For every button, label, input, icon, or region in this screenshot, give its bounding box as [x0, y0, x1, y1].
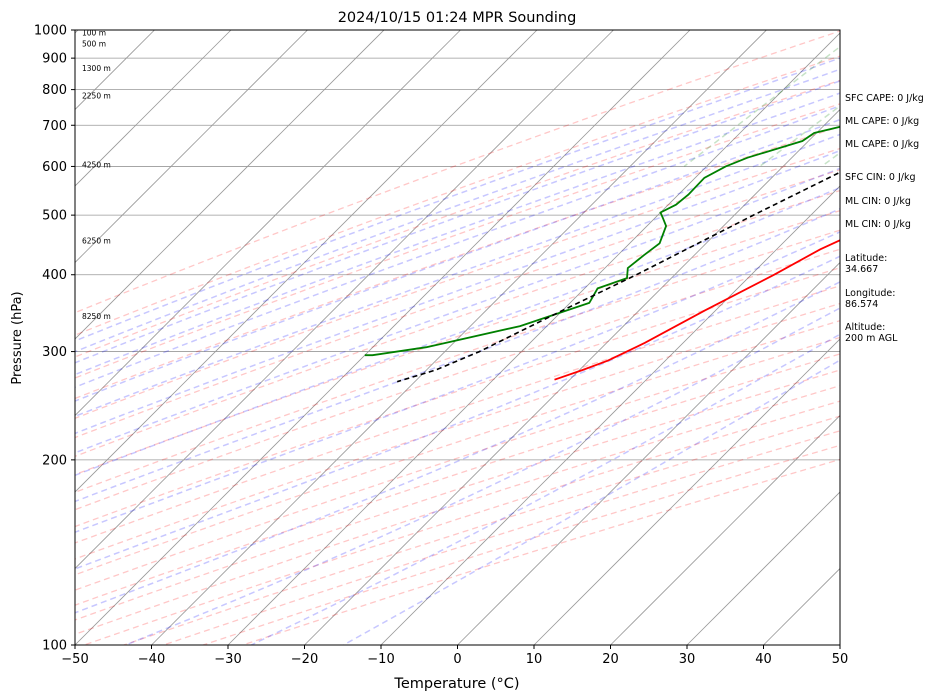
dry-adiabat-line: [75, 125, 840, 400]
x-tick-label: −10: [367, 652, 394, 667]
x-tick-label: −40: [138, 652, 165, 667]
moist-adiabat-line: [75, 208, 840, 503]
mixing-ratio-line: [759, 104, 840, 167]
isotherm-line: [686, 491, 840, 645]
x-tick-label: 20: [602, 652, 619, 667]
y-tick-label: 1000: [34, 24, 67, 39]
isotherm-line: [457, 261, 840, 645]
y-tick-label: 300: [42, 345, 67, 360]
isotherm-line: [75, 30, 691, 645]
y-tick-label: 700: [42, 119, 67, 134]
ml-cin-label: ML CIN: 0 J/kg: [845, 196, 911, 207]
y-tick-label: 800: [42, 83, 67, 98]
moist-adiabat-line: [125, 307, 840, 645]
moist-adiabat-line: [75, 105, 840, 389]
latitude-label: Latitude: 34.667: [845, 253, 888, 275]
isotherm-line: [75, 30, 232, 187]
y-tick-label: 400: [42, 268, 67, 283]
dry-adiabat-line: [75, 248, 840, 511]
dry-adiabat-line: [75, 79, 840, 358]
moist-adiabat-line: [75, 80, 840, 364]
y-tick-label: 100: [42, 639, 67, 654]
dry-adiabat-line: [75, 55, 840, 336]
isotherm-line: [610, 414, 840, 645]
moist-adiabat-line: [75, 149, 840, 435]
moist-adiabat-line: [250, 333, 840, 645]
isotherm-line: [75, 30, 308, 264]
dry-adiabat-line: [75, 103, 840, 379]
x-axis-label: Temperature (°C): [393, 676, 519, 692]
sfc-cin-label: SFC CIN: 0 J/kg: [845, 172, 916, 183]
moist-adiabat-line: [75, 92, 840, 376]
temperature-profile-line: [554, 239, 840, 381]
isotherm-line: [151, 30, 767, 645]
dry-adiabat-line: [75, 319, 840, 576]
y-axis-label: Pressure (hPa): [10, 291, 25, 384]
x-tick-label: −20: [291, 652, 318, 667]
moist-adiabat-line: [75, 57, 840, 342]
isotherm-line: [380, 185, 840, 645]
height-label: 4250 m: [82, 161, 111, 170]
dry-adiabat-line: [75, 147, 840, 420]
moist-adiabat-line: [75, 133, 840, 418]
x-tick-label: 50: [832, 652, 849, 667]
isotherm-line: [75, 30, 385, 340]
dry-adiabat-line: [75, 285, 840, 544]
x-tick-label: −30: [214, 652, 241, 667]
mixing-ratio-line: [683, 45, 840, 167]
y-tick-label: 600: [42, 160, 67, 175]
dry-adiabat-line: [163, 430, 840, 645]
moist-adiabat-line: [75, 186, 840, 477]
height-label: 2250 m: [82, 91, 111, 100]
y-tick-label: 900: [42, 52, 67, 67]
y-tick-label: 200: [42, 453, 67, 468]
parcel-profile-line: [396, 171, 840, 383]
dry-adiabat-line: [75, 369, 840, 621]
ml-cape-label-2: ML CAPE: 0 J/kg: [845, 139, 920, 150]
height-label: 500 m: [82, 40, 106, 49]
dry-adiabat-line: [242, 458, 840, 645]
dry-adiabat-line: [75, 189, 840, 458]
height-label: 100 m: [82, 29, 106, 38]
isotherm-line: [227, 32, 840, 645]
x-tick-label: 10: [526, 652, 543, 667]
y-tick-label: 500: [42, 209, 67, 224]
isotherm-line: [75, 30, 614, 570]
sfc-cape-label: SFC CAPE: 0 J/kg: [845, 93, 924, 104]
height-label: 1300 m: [82, 64, 111, 73]
moist-adiabat-line: [75, 118, 840, 402]
dewpoint-profile-line: [364, 125, 840, 357]
x-tick-label: 0: [453, 652, 461, 667]
x-tick-label: −50: [61, 652, 88, 667]
isotherm-line: [533, 338, 840, 645]
x-tick-label: 30: [679, 652, 696, 667]
moist-adiabat-line: [75, 281, 840, 614]
x-tick-label: 40: [755, 652, 772, 667]
ml-cin-label-2: ML CIN: 0 J/kg: [845, 219, 911, 230]
ml-cape-label: ML CAPE: 0 J/kg: [845, 116, 920, 127]
height-label: 8250 m: [82, 312, 111, 321]
longitude-label: Longitude: 86.574: [845, 288, 896, 310]
altitude-label: Altitude: 200 m AGL: [845, 322, 898, 344]
moist-adiabat-line: [75, 167, 840, 454]
dry-adiabat-line: [75, 30, 840, 314]
height-label: 6250 m: [82, 236, 111, 245]
isotherm-line: [75, 30, 538, 493]
isotherm-line: [75, 30, 461, 417]
dry-adiabat-line: [75, 336, 840, 591]
chart-title: 2024/10/15 01:24 MPR Sounding: [338, 10, 577, 26]
dry-adiabat-line: [75, 229, 840, 494]
